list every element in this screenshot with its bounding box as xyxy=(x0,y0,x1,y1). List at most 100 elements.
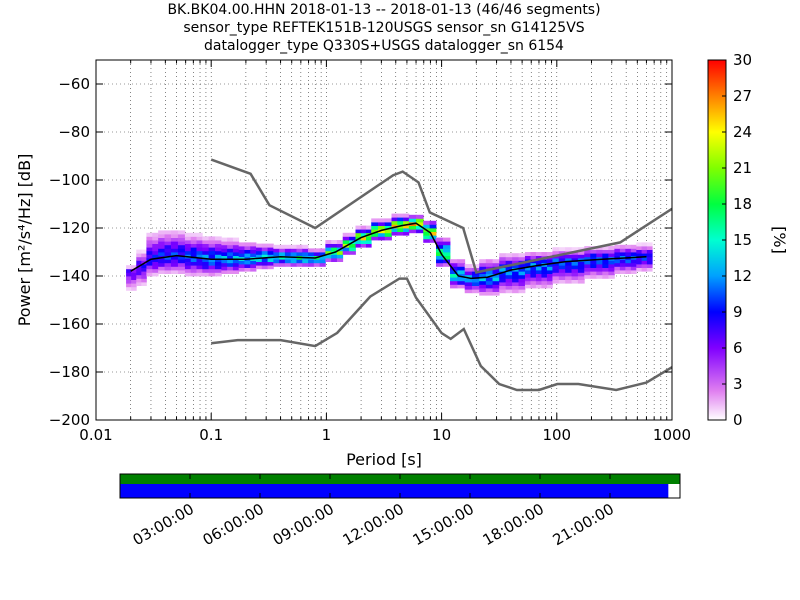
pdf-cell xyxy=(518,285,526,290)
pdf-cell xyxy=(296,262,303,267)
pdf-cell xyxy=(377,218,386,223)
pdf-cell xyxy=(208,258,216,262)
pdf-cell xyxy=(416,229,424,234)
pdf-cell xyxy=(457,270,466,274)
pdf-cell xyxy=(423,224,431,229)
pdf-cell xyxy=(261,243,268,248)
pdf-cell xyxy=(208,247,216,252)
pdf-cell xyxy=(325,240,332,244)
pdf-cell xyxy=(214,254,222,259)
pdf-cell xyxy=(261,261,268,266)
pdf-cell xyxy=(530,277,537,282)
pdf-cell xyxy=(403,228,410,232)
pdf-cell xyxy=(325,243,332,248)
pdf-cell xyxy=(190,261,197,266)
pdf-cell xyxy=(184,272,192,277)
pdf-cell xyxy=(146,254,153,259)
pdf-cell xyxy=(608,260,615,265)
pdf-cell xyxy=(625,270,632,274)
pdf-cell xyxy=(641,267,648,272)
pdf-cell xyxy=(541,259,548,264)
colorbar-tick-label: 18 xyxy=(733,195,752,213)
pdf-cell xyxy=(397,231,404,236)
pdf-cell xyxy=(267,250,274,255)
pdf-cell xyxy=(208,236,216,241)
pdf-cell xyxy=(479,266,487,271)
pdf-cell xyxy=(279,248,286,253)
pdf-cell xyxy=(403,220,410,225)
pdf-cell xyxy=(602,267,609,272)
pdf-cell xyxy=(131,279,137,284)
y-axis-label: Power [m²/s⁴/Hz] [dB] xyxy=(15,154,34,327)
pdf-cell xyxy=(384,218,392,223)
pdf-cell xyxy=(371,232,379,237)
pdf-cell xyxy=(590,249,597,254)
pdf-cell xyxy=(391,220,398,225)
high-noise-model-line xyxy=(210,158,672,274)
mode-curve-line xyxy=(130,222,647,280)
pdf-cell xyxy=(443,241,451,246)
pdf-cell xyxy=(436,237,444,242)
pdf-cell xyxy=(190,265,197,270)
pdf-cell xyxy=(202,254,210,259)
pdf-cell xyxy=(244,249,251,254)
pdf-cell xyxy=(256,247,263,252)
pdf-cell xyxy=(158,252,165,256)
pdf-cell xyxy=(131,268,137,273)
pdf-cell xyxy=(535,266,542,271)
pdf-cell xyxy=(429,224,437,229)
timeline-tick-label: 03:00:00 xyxy=(130,500,197,549)
pdf-cell xyxy=(471,264,480,268)
pdf-cell xyxy=(518,274,526,279)
pdf-cell xyxy=(202,250,210,255)
pdf-cell xyxy=(535,252,542,256)
pdf-cell xyxy=(546,262,553,267)
pdf-cell xyxy=(238,267,245,272)
pdf-cell xyxy=(608,271,615,276)
pdf-cell xyxy=(479,288,487,292)
pdf-cell xyxy=(196,254,203,259)
pdf-cell xyxy=(170,248,179,253)
pdf-cell xyxy=(202,240,210,244)
pdf-cell xyxy=(184,261,192,266)
pdf-cell xyxy=(342,236,350,241)
pdf-cell xyxy=(524,284,531,289)
pdf-cell xyxy=(177,241,186,246)
pdf-cell xyxy=(499,278,507,283)
pdf-cell xyxy=(485,291,493,296)
pdf-cell xyxy=(479,291,487,296)
pdf-cell xyxy=(602,260,609,265)
pdf-cell xyxy=(208,268,216,273)
pdf-cell xyxy=(429,228,437,232)
x-tick-label: 0.01 xyxy=(79,426,112,444)
pdf-cell xyxy=(546,280,553,285)
pdf-cell xyxy=(152,243,159,248)
pdf-cell xyxy=(184,240,192,244)
pdf-cell xyxy=(164,248,172,253)
pdf-cell xyxy=(518,253,526,258)
pdf-cell xyxy=(336,250,344,255)
pdf-cell xyxy=(284,248,292,253)
pdf-cell xyxy=(227,270,234,274)
pdf-cell xyxy=(279,259,286,264)
colorbar-tick-label: 30 xyxy=(733,51,752,69)
pdf-cell xyxy=(457,277,466,282)
pdf-cell xyxy=(126,286,132,291)
x-tick-label: 10 xyxy=(432,426,451,444)
title-line-2: sensor_type REFTEK151B-120USGS sensor_sn… xyxy=(183,20,585,36)
pdf-cell xyxy=(177,266,186,271)
pdf-cell xyxy=(505,274,513,279)
pdf-cell xyxy=(464,271,473,276)
pdf-cell xyxy=(590,256,597,261)
colorbar-tick-label: 12 xyxy=(733,267,752,285)
pdf-cell xyxy=(256,243,263,248)
pdf-cell xyxy=(646,242,653,247)
pdf-cell xyxy=(535,280,542,285)
pdf-cell xyxy=(244,267,251,272)
pdf-cell xyxy=(158,270,165,274)
pdf-cell xyxy=(177,259,186,264)
pdf-cell xyxy=(152,265,159,270)
pdf-cell xyxy=(284,244,292,249)
pdf-cell xyxy=(397,213,404,218)
pdf-cell xyxy=(584,267,591,272)
